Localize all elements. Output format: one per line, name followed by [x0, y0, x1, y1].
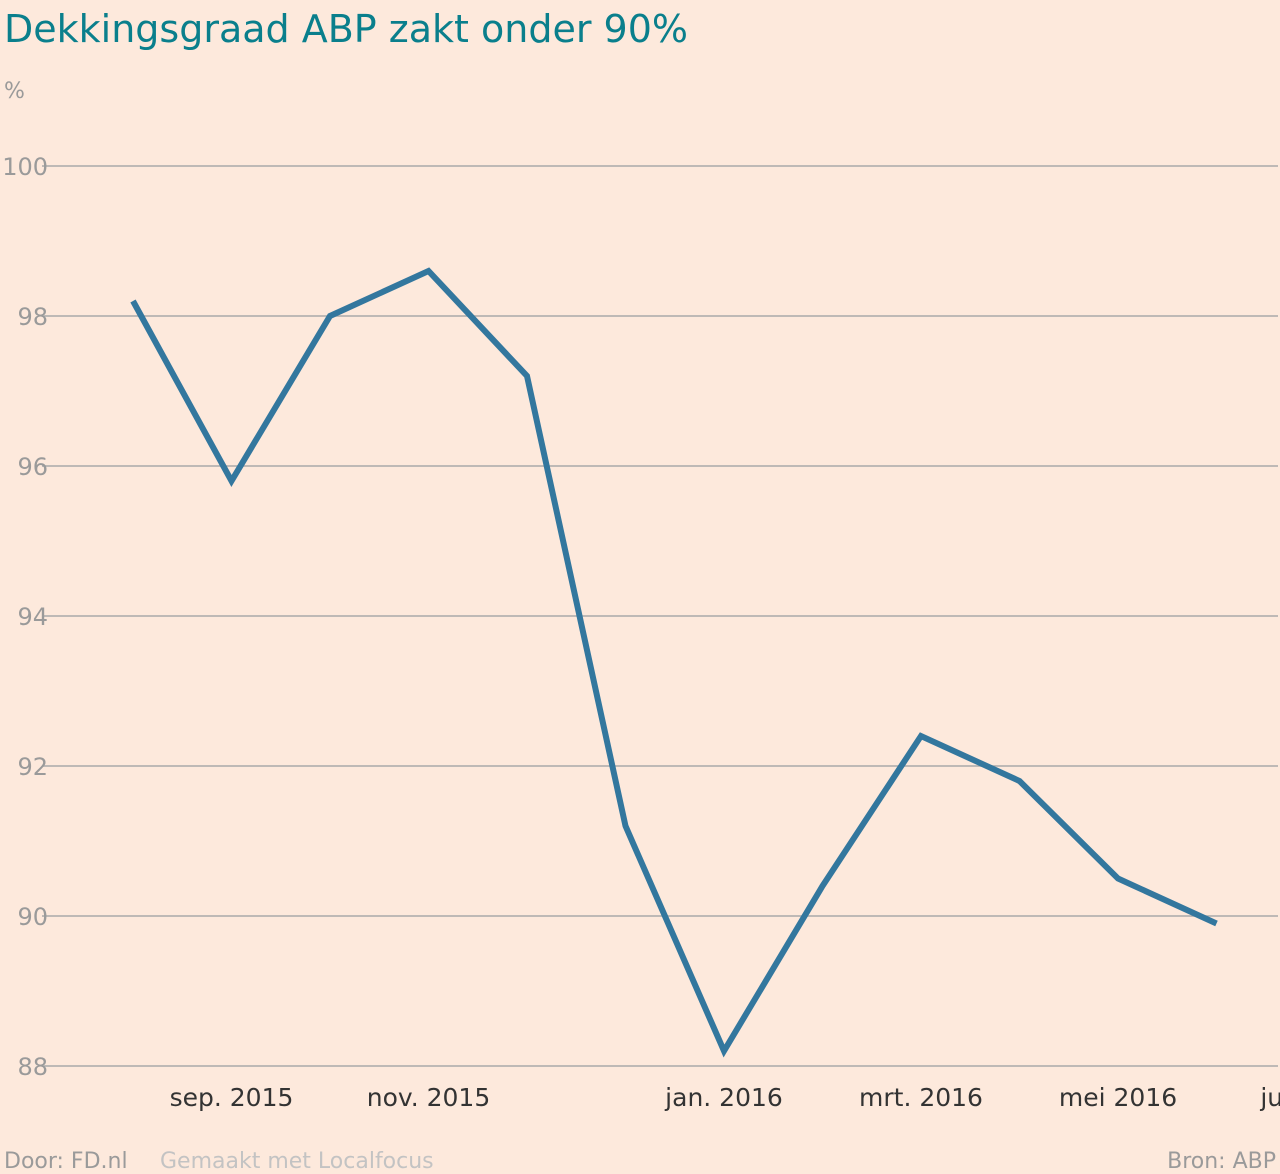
y-axis-ticks: 88 90 92 94 96 98 100 — [2, 153, 48, 1081]
y-tick-label: 94 — [17, 603, 48, 631]
data-point — [721, 1048, 727, 1054]
x-tick-label: mrt. 2016 — [859, 1083, 983, 1112]
data-point — [1115, 876, 1121, 882]
series-line — [130, 267, 1218, 1058]
data-point — [524, 373, 530, 379]
data-point — [327, 313, 333, 319]
x-tick-label: sep. 2015 — [170, 1083, 294, 1112]
series-layer — [130, 267, 1220, 1058]
gridlines — [42, 165, 1278, 1067]
data-point — [918, 733, 924, 739]
y-tick-label: 96 — [17, 453, 48, 481]
x-tick-label: mei 2016 — [1059, 1083, 1177, 1112]
data-point — [130, 298, 136, 304]
data-point — [1214, 921, 1220, 927]
footer-author: Door: FD.nl — [4, 1149, 128, 1174]
y-tick-label: 88 — [17, 1053, 48, 1081]
data-point — [229, 478, 235, 484]
x-tick-label: nov. 2015 — [367, 1083, 491, 1112]
data-point — [1017, 778, 1023, 784]
y-tick-label: 92 — [17, 753, 48, 781]
y-tick-label: 98 — [17, 303, 48, 331]
x-tick-label: jan. 2016 — [664, 1083, 783, 1112]
footer-source: Bron: ABP — [1167, 1149, 1276, 1174]
data-point — [820, 883, 826, 889]
y-tick-label: 90 — [17, 903, 48, 931]
y-tick-label: 100 — [2, 153, 48, 181]
x-axis-ticks: sep. 2015 nov. 2015 jan. 2016 mrt. 2016 mei … — [170, 1083, 1280, 1112]
footer-made-with: Gemaakt met Localfocus — [160, 1149, 434, 1174]
chart-title: Dekkingsgraad ABP zakt onder 90% — [4, 7, 688, 51]
y-axis-unit: % — [4, 79, 25, 104]
x-tick-label: jul. 2016 — [1259, 1083, 1280, 1112]
data-point — [426, 268, 432, 274]
data-point — [623, 823, 629, 829]
